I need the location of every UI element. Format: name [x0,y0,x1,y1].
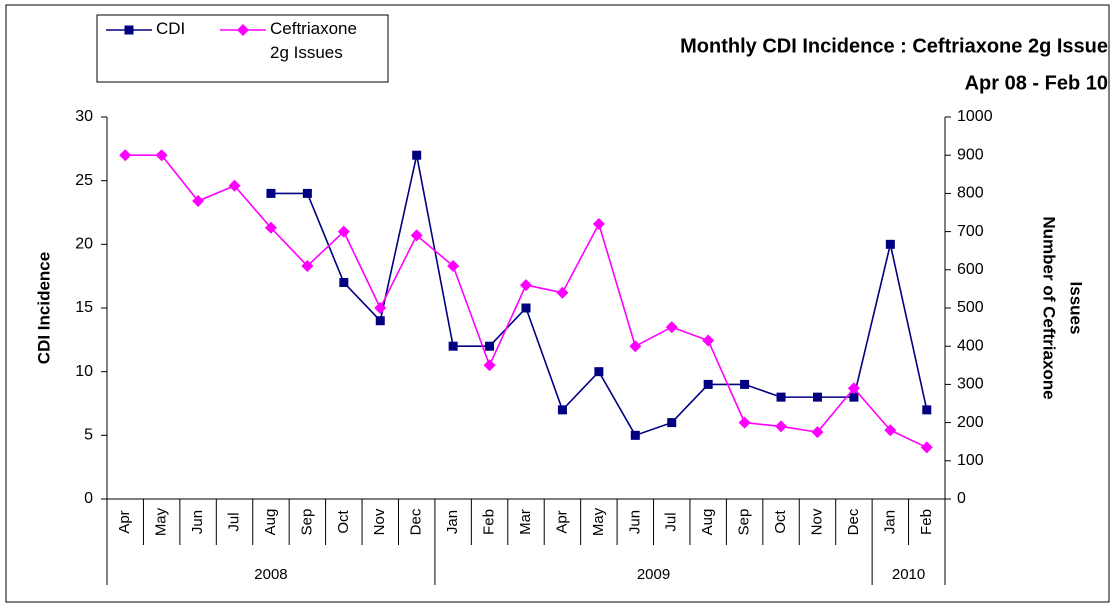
x-tick-label: Jun [626,510,643,534]
data-point [448,341,458,351]
y-tick-label: 15 [75,299,93,316]
data-point [592,217,605,230]
y-tick-label: 10 [75,363,93,380]
data-point [665,321,678,334]
data-point [483,359,496,372]
y-tick-label: 5 [84,427,93,444]
data-point [447,259,460,272]
data-point [738,416,751,429]
data-point [264,221,277,234]
y-axis-label: CDI Incidence [34,252,53,364]
x-group-label: 2009 [637,566,670,583]
data-point [811,426,824,439]
x-tick-label: Feb [918,509,935,535]
x-tick-label: Apr [116,510,133,533]
y-tick-label: 25 [75,172,93,189]
data-point [155,149,168,162]
legend-marker [237,24,249,36]
x-tick-label: Jan [881,510,898,534]
y2-tick-label: 300 [957,376,984,393]
y2-tick-label: 600 [957,261,984,278]
x-tick-label: Apr [553,510,570,533]
data-point [775,420,788,433]
y2-axis-label: Issues [1067,282,1086,335]
data-point [884,424,897,437]
legend-label: Ceftriaxone 2g Issues [270,19,357,62]
y2-tick-label: 0 [957,490,966,507]
data-point [337,225,350,238]
data-point [192,195,205,208]
data-point [849,392,859,402]
x-tick-label: Jan [444,510,461,534]
data-point [339,278,349,288]
chart-title: Monthly CDI Incidence : Ceftriaxone 2g I… [680,35,1108,57]
y2-tick-label: 200 [957,414,984,431]
y-tick-label: 0 [84,490,93,507]
y2-tick-label: 400 [957,337,984,354]
data-point [922,405,932,415]
x-tick-label: Jul [663,512,680,531]
data-point [266,188,276,198]
y2-tick-label: 700 [957,223,984,240]
legend-label-box: CDI [156,19,186,38]
data-point [302,188,312,198]
data-point [594,367,604,377]
data-point [702,334,715,347]
data-point [556,286,569,299]
y2-tick-label: 900 [957,146,984,163]
data-point [301,259,314,272]
data-point [703,379,713,389]
x-tick-label: Sep [298,509,315,536]
x-tick-label: Jul [225,512,242,531]
data-point [521,303,531,313]
data-point [375,316,385,326]
x-tick-label: Mar [517,509,534,535]
x-tick-label: Dec [408,508,425,535]
data-point [374,302,387,314]
y2-tick-label: 100 [957,452,984,469]
y2-tick-label: 500 [957,299,984,316]
chart-frame [5,4,1110,603]
x-tick-label: Oct [772,510,789,534]
data-point [920,441,933,454]
data-point [667,418,677,428]
x-tick-label: Oct [335,510,352,534]
x-tick-label: Feb [481,509,498,535]
data-point [629,340,642,353]
data-point [885,239,895,249]
legend-label: CDI [156,19,186,38]
x-group-label: 2008 [254,566,287,583]
legend-label-box: Ceftriaxone 2g Issues [270,19,357,62]
data-point [847,382,860,395]
x-group-label: 2010 [892,566,925,583]
x-tick-label: May [590,507,607,536]
data-point [410,229,423,242]
x-tick-label: Sep [736,509,753,536]
x-tick-label: Jun [189,510,206,534]
data-point [776,392,786,402]
y-tick-label: 30 [75,108,93,125]
x-tick-label: Aug [699,509,716,536]
x-tick-label: Dec [845,508,862,535]
data-point [812,392,822,402]
y2-tick-label: 1000 [957,108,993,125]
data-point [520,279,532,292]
data-point [119,149,132,162]
y2-axis-label: Number of Ceftriaxone [1040,216,1059,399]
x-tick-label: Nov [808,508,825,535]
data-point [630,430,640,440]
y2-tick-label: 800 [957,185,984,202]
chart-subtitle: Apr 08 - Feb 10 [965,72,1108,94]
x-tick-label: Nov [371,508,388,535]
y-tick-label: 20 [75,236,93,253]
data-point [485,341,495,351]
x-tick-label: Aug [262,509,279,536]
data-point [228,179,241,192]
data-point [740,379,750,389]
x-tick-label: May [153,507,170,536]
data-point [557,405,567,415]
data-point [412,150,422,160]
legend-marker [124,25,134,35]
